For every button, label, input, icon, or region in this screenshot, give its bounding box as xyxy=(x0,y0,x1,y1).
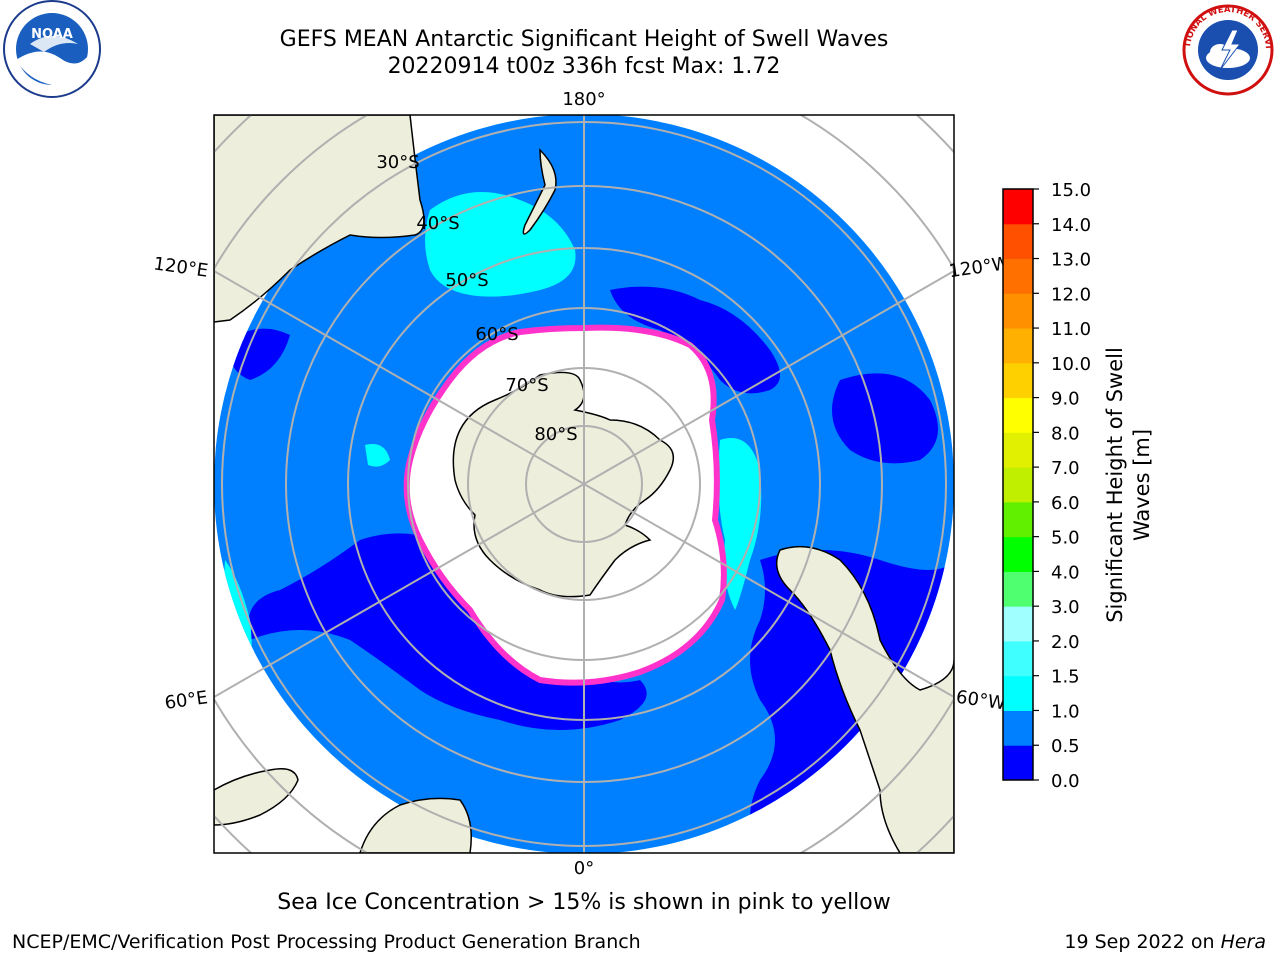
australia-landmass xyxy=(214,115,425,323)
antarctica-landmass xyxy=(452,371,675,598)
map-area xyxy=(214,115,954,853)
colorbar-frame xyxy=(1002,188,1034,781)
colorbar-bin xyxy=(1003,293,1033,329)
lon-label-0: 0° xyxy=(574,858,594,879)
colorbar-bin xyxy=(1003,362,1033,399)
noaa-logo-icon: NOAA xyxy=(3,0,101,98)
ocean-swell-0-0.5-region xyxy=(832,373,938,464)
colorbar-tick-label: 1.0 xyxy=(1051,701,1080,722)
colorbar-bin xyxy=(1003,745,1033,781)
south-america-landmass xyxy=(775,545,954,853)
colorbar-tick-label: 0.0 xyxy=(1051,771,1080,792)
colorbar-bin xyxy=(1003,258,1033,294)
colorbar-bin xyxy=(1003,675,1033,711)
lat-label-60s: 60°S xyxy=(475,324,518,345)
colorbar-tick-label: 9.0 xyxy=(1051,389,1080,410)
sea-ice-caption: Sea Ice Concentration > 15% is shown in … xyxy=(277,890,891,915)
graticule-grid xyxy=(214,115,954,853)
colorbar-bin xyxy=(1003,189,1033,225)
colorbar-tick-label: 7.0 xyxy=(1051,458,1080,479)
colorbar-bin xyxy=(1003,536,1033,572)
generation-date-text: 19 Sep 2022 on xyxy=(1064,931,1221,953)
lon-label-180: 180° xyxy=(562,89,605,110)
colorbar-bin xyxy=(1003,328,1033,364)
colorbar-bin xyxy=(1003,397,1033,433)
noaa-logo-text: NOAA xyxy=(31,27,73,42)
lon-label-120w: 120°W xyxy=(947,253,1011,282)
colorbar: 0.0 0.5 1.0 1.5 2.0 3.0 4.0 5.0 6.0 7.0 8.0 9.0 10.0… xyxy=(1002,180,1091,792)
lat-label-40s: 40°S xyxy=(416,213,459,234)
lon-label-60w: 60°W xyxy=(955,687,1007,715)
colorbar-tick-label: 10.0 xyxy=(1051,354,1091,375)
colorbar-tick-label: 13.0 xyxy=(1051,250,1091,271)
colorbar-bin xyxy=(1003,571,1033,607)
colorbar-tick-label: 3.0 xyxy=(1051,597,1080,618)
lat-label-80s: 80°S xyxy=(534,424,577,445)
colorbar-bin xyxy=(1003,710,1033,746)
colorbar-tick-label: 2.0 xyxy=(1051,632,1080,653)
ocean-swell-0-0.5-region xyxy=(610,286,780,394)
map-title: GEFS MEAN Antarctic Significant Height o… xyxy=(279,27,889,52)
ocean-swell-1.0-1.5-region xyxy=(365,444,390,467)
colorbar-bin xyxy=(1003,606,1033,642)
map-frame xyxy=(213,114,955,854)
lon-label-120e: 120°E xyxy=(152,253,209,281)
forecast-subtitle: 20220914 t00z 336h fcst Max: 1.72 xyxy=(387,54,781,79)
colorbar-tick-label: 5.0 xyxy=(1051,528,1080,549)
colorbar-tick-label: 12.0 xyxy=(1051,284,1091,305)
colorbar-tick-label: 6.0 xyxy=(1051,493,1080,514)
colorbar-bin xyxy=(1003,640,1033,677)
colorbar-bin xyxy=(1003,432,1033,468)
lat-label-30s: 30°S xyxy=(376,152,419,173)
national-weather-service-logo-icon: NATIONAL WEATHER SERVICE xyxy=(1176,0,1274,96)
producer-credit: NCEP/EMC/Verification Post Processing Pr… xyxy=(12,931,641,953)
colorbar-tick-label: 1.5 xyxy=(1051,667,1080,688)
colorbar-tick-label: 4.0 xyxy=(1051,562,1080,583)
colorbar-tick-label: 8.0 xyxy=(1051,423,1080,444)
colorbar-tick-label: 14.0 xyxy=(1051,215,1091,236)
colorbar-bin xyxy=(1003,223,1033,260)
generation-date: 19 Sep 2022 on Hera xyxy=(1064,931,1266,953)
colorbar-tick-label: 0.5 xyxy=(1051,736,1080,757)
colorbar-tick-label: 11.0 xyxy=(1051,319,1091,340)
colorbar-tick-label: 15.0 xyxy=(1051,180,1091,201)
lat-label-50s: 50°S xyxy=(445,270,488,291)
colorbar-bin xyxy=(1003,501,1033,538)
colorbar-label: Significant Height of Swell Waves [m] xyxy=(1103,347,1154,623)
colorbar-bin xyxy=(1003,467,1033,503)
lon-label-60e: 60°E xyxy=(163,687,209,714)
machine-name: Hera xyxy=(1220,931,1266,953)
colorbar-label-line2: Waves [m] xyxy=(1130,429,1154,541)
colorbar-label-line1: Significant Height of Swell xyxy=(1103,347,1127,623)
lat-label-70s: 70°S xyxy=(505,375,548,396)
ocean-swell-0-0.5-region xyxy=(229,328,290,380)
